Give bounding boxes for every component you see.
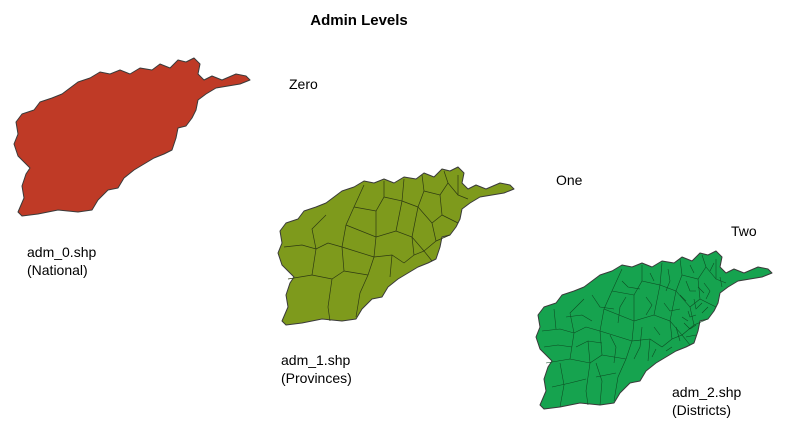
afghanistan-districts-map [535,250,773,410]
level-two-file: adm_2.shp [672,384,742,400]
level-zero-file: adm_0.shp [27,244,97,260]
figure-title: Admin Levels [310,12,408,29]
level-two-label: Two [731,223,757,239]
level-one-file: adm_1.shp [281,352,351,368]
district-borders [541,254,727,408]
afghanistan-national-map [13,57,251,217]
country-outline [13,57,251,217]
afghanistan-provinces-map [277,166,515,326]
level-zero-description: (National) [27,262,88,278]
level-zero-label: Zero [289,76,318,92]
level-one-description: (Provinces) [281,370,352,386]
country-outline [277,166,515,326]
country-outline [535,250,773,410]
level-two-description: (Districts) [672,402,732,418]
level-one-label: One [556,172,583,188]
province-borders [283,170,469,322]
